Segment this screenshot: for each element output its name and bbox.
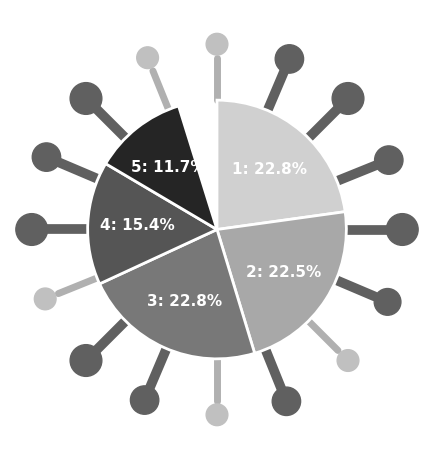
- Wedge shape: [217, 212, 346, 353]
- Circle shape: [275, 45, 304, 73]
- Circle shape: [137, 47, 158, 68]
- Circle shape: [32, 143, 61, 171]
- Circle shape: [34, 288, 56, 310]
- Circle shape: [332, 83, 364, 114]
- Circle shape: [70, 83, 102, 114]
- Wedge shape: [88, 164, 217, 284]
- Circle shape: [206, 404, 228, 425]
- Circle shape: [272, 387, 301, 415]
- Text: 5: 11.7%: 5: 11.7%: [131, 160, 205, 175]
- Wedge shape: [217, 100, 345, 230]
- Text: 4: 15.4%: 4: 15.4%: [100, 218, 175, 233]
- Circle shape: [386, 213, 418, 246]
- Circle shape: [70, 345, 102, 376]
- Text: 1: 22.8%: 1: 22.8%: [232, 162, 306, 177]
- Circle shape: [374, 289, 401, 315]
- Circle shape: [337, 350, 359, 371]
- Wedge shape: [99, 230, 255, 359]
- Circle shape: [206, 34, 228, 55]
- Circle shape: [16, 213, 48, 246]
- Text: 2: 22.5%: 2: 22.5%: [246, 265, 322, 280]
- Circle shape: [375, 146, 403, 174]
- Circle shape: [130, 386, 159, 414]
- Text: 3: 22.8%: 3: 22.8%: [147, 294, 222, 309]
- Wedge shape: [105, 106, 217, 230]
